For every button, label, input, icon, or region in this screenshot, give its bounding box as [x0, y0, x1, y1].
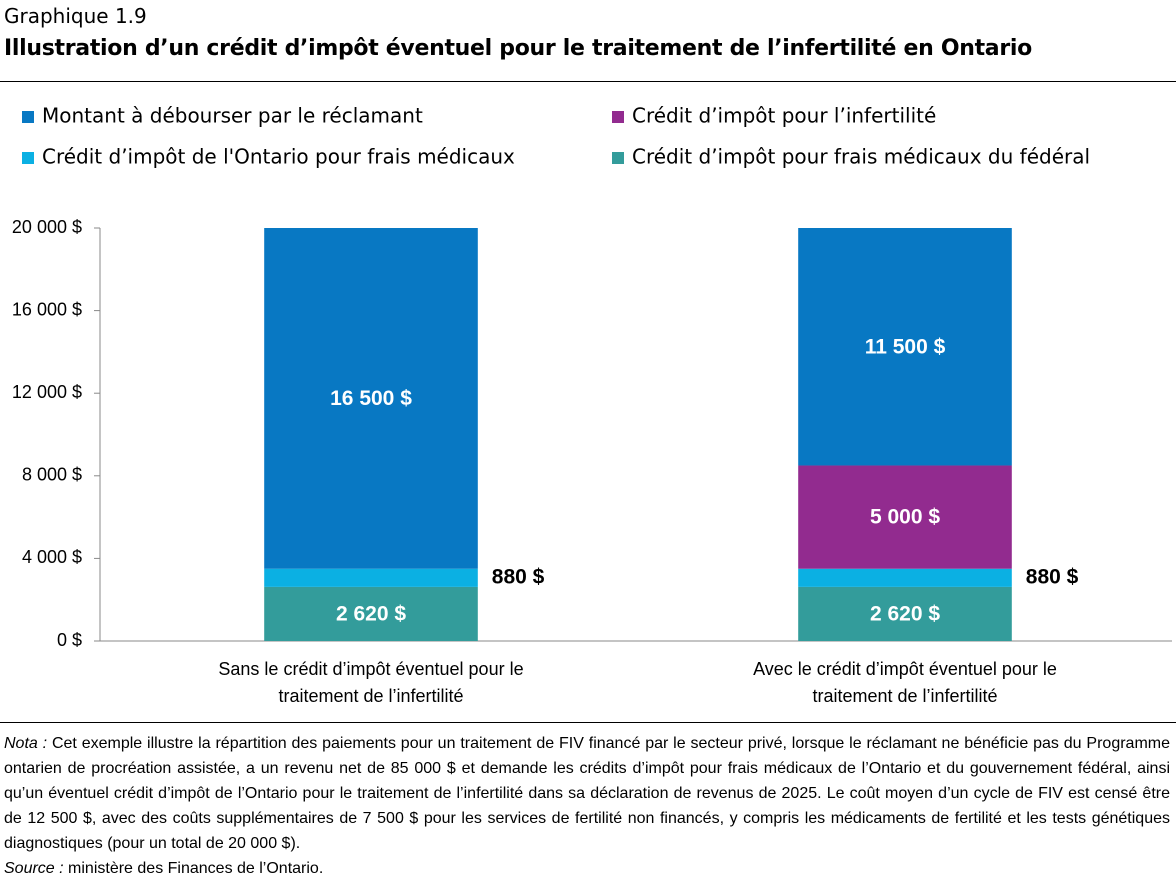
- y-tick-label: 16 000 $: [12, 299, 82, 319]
- legend-label: Crédit d’impôt pour l’infertilité: [632, 104, 936, 128]
- y-tick-label: 0 $: [57, 630, 82, 650]
- rule: [0, 81, 1176, 82]
- bar-segment: [798, 586, 1012, 641]
- bar-segment: [264, 228, 478, 569]
- note: Nota : Cet exemple illustre la répartiti…: [4, 731, 1170, 856]
- y-tick-label: 12 000 $: [12, 382, 82, 402]
- bar-segment: [264, 568, 478, 587]
- bar-segment: [798, 465, 1012, 569]
- chart-title: Illustration d’un crédit d’impôt éventue…: [4, 36, 1032, 61]
- note-text: Cet exemple illustre la répartition des …: [4, 735, 1171, 852]
- legend-swatch: [22, 111, 34, 123]
- note-label: Nota :: [4, 735, 48, 752]
- legend-swatch: [22, 152, 34, 164]
- notes: Nota : Cet exemple illustre la répartiti…: [4, 731, 1170, 881]
- y-tick-label: 4 000 $: [22, 547, 82, 567]
- bar-segment: [798, 568, 1012, 587]
- legend-swatch: [612, 152, 624, 164]
- x-tick-label: Sans le crédit d’impôt éventuel pour le …: [218, 659, 524, 706]
- value-label: 16 500 $: [330, 387, 412, 410]
- x-tick-label: Avec le crédit d’impôt éventuel pour le …: [753, 659, 1057, 706]
- value-label: 880 $: [1026, 565, 1079, 588]
- chart: Montant à débourser par le réclamant Créd…: [12, 104, 1172, 650]
- value-label: 5 000 $: [870, 506, 940, 529]
- value-label: 2 620 $: [870, 602, 940, 625]
- source: Source : ministère des Finances de l’Ont…: [4, 856, 1170, 881]
- legend-label: Montant à débourser par le réclamant: [42, 104, 423, 128]
- source-text: ministère des Finances de l’Ontario.: [68, 860, 324, 877]
- bar-segment: [798, 228, 1012, 466]
- source-label: Source :: [4, 860, 64, 877]
- value-label: 2 620 $: [336, 602, 406, 625]
- value-label: 11 500 $: [865, 335, 946, 358]
- y-tick-label: 20 000 $: [12, 217, 82, 237]
- rule: [0, 722, 1176, 723]
- legend-label: Crédit d’impôt pour frais médicaux du fé…: [632, 145, 1090, 169]
- bar-segment: [264, 586, 478, 641]
- chart-label: Graphique 1.9: [4, 4, 147, 28]
- value-label: 880 $: [492, 565, 545, 588]
- legend-swatch: [612, 111, 624, 123]
- legend-label: Crédit d’impôt de l'Ontario pour frais m…: [42, 145, 515, 169]
- y-tick-label: 8 000 $: [22, 465, 82, 485]
